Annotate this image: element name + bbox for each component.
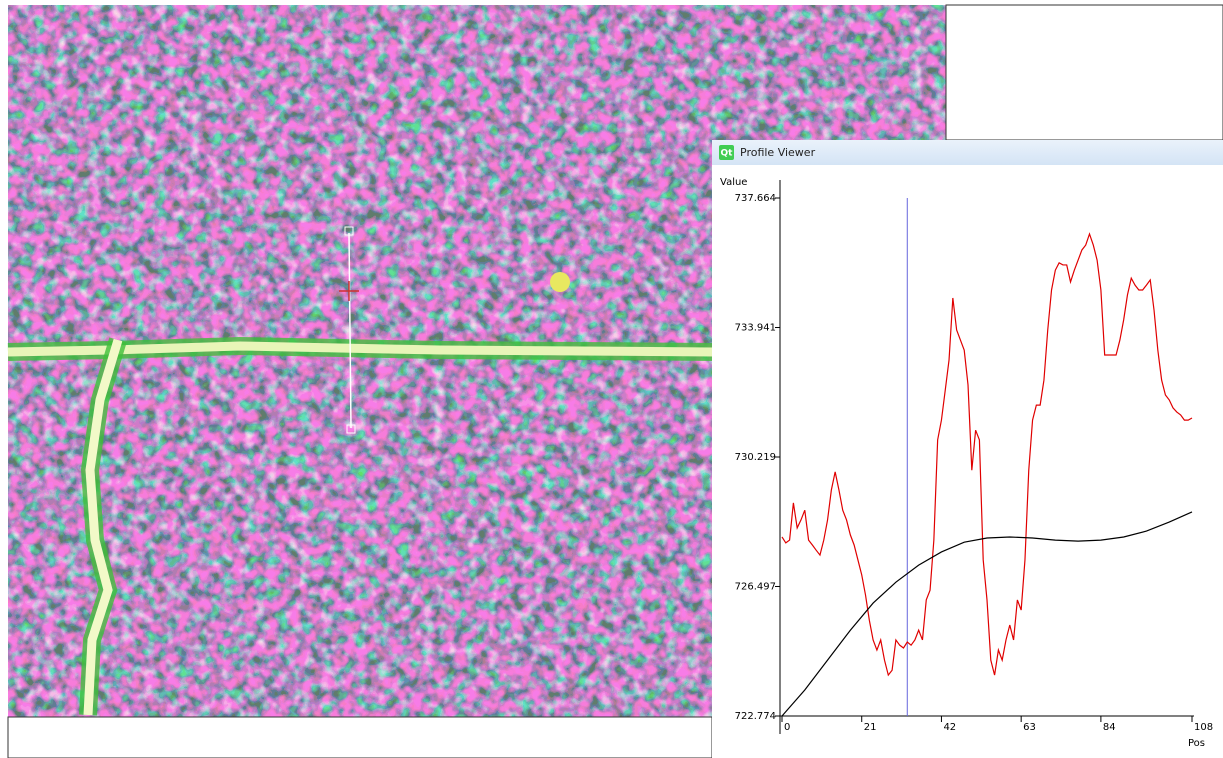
x-tick-label: 84 (1103, 722, 1116, 733)
side-panel (945, 4, 1223, 141)
x-tick-label: 42 (943, 722, 956, 733)
app-icon (719, 145, 734, 160)
x-tick-label: 21 (864, 722, 877, 733)
y-axis-label: Value (720, 177, 747, 188)
plot: Value Pos 722.774 726.497 730.219 733.941 73… (720, 177, 1213, 749)
y-tick-label: 737.664 (735, 193, 776, 204)
road (83, 338, 123, 716)
x-tick-label: 108 (1194, 722, 1213, 733)
window-title: Profile Viewer (740, 146, 816, 159)
x-tick-label: 63 (1023, 722, 1036, 733)
title-bar (712, 140, 1223, 165)
profile-handle[interactable] (344, 226, 354, 236)
bright-spot (550, 272, 570, 292)
y-tick-label: 722.774 (735, 711, 776, 722)
window-body (712, 140, 1223, 758)
road (7, 341, 715, 357)
x-axis-label: Pos (1188, 738, 1205, 749)
y-tick-label: 733.941 (735, 323, 776, 334)
x-tick-label: 0 (784, 722, 790, 733)
app-icon-text: Qt (721, 149, 734, 159)
status-panel (7, 716, 713, 758)
profile-line (781, 232, 1193, 677)
profile-line (781, 511, 1193, 717)
profile-line (348, 232, 352, 429)
profile-window: Qt Profile Viewer (712, 140, 1223, 758)
y-tick-label: 726.497 (735, 581, 776, 592)
y-tick-label: 730.219 (735, 452, 776, 463)
profile-handle[interactable] (346, 424, 356, 434)
